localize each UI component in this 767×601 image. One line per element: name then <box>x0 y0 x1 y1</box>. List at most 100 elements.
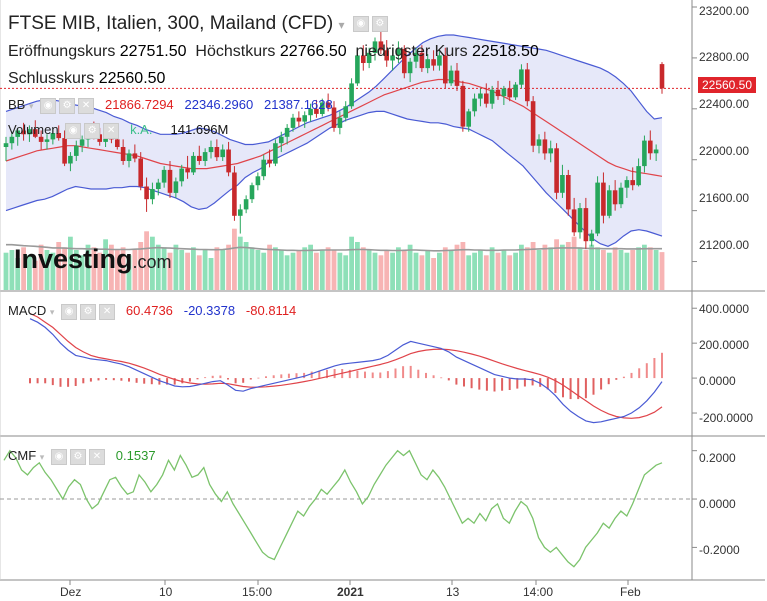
macd-label[interactable]: MACD <box>8 303 47 318</box>
volume-bar <box>3 252 9 290</box>
x-tick-label: 14:00 <box>523 585 554 599</box>
candle-body <box>27 129 32 135</box>
eye-icon[interactable]: ◉ <box>50 448 67 465</box>
chevron-down-icon[interactable]: ▾ <box>49 307 55 317</box>
volume-bar <box>15 258 21 290</box>
macd-histogram-bar <box>227 378 229 380</box>
volume-bar <box>554 239 559 290</box>
candle-body <box>21 130 26 135</box>
volume-bar <box>407 244 413 290</box>
eye-icon[interactable]: ◉ <box>40 97 57 114</box>
open-value: 22751.50 <box>119 43 187 60</box>
candle-body <box>630 180 635 186</box>
close-icon[interactable]: ✕ <box>78 97 95 114</box>
volume-bar <box>390 252 395 290</box>
candle-body <box>425 59 430 69</box>
macd-histogram-bar <box>59 378 62 387</box>
candle-body <box>44 139 50 142</box>
volume-bar <box>32 260 38 290</box>
candle-body <box>173 181 179 193</box>
macd-histogram-bar <box>432 375 435 379</box>
candle-body <box>68 155 73 164</box>
candle-body <box>79 139 85 146</box>
candle-body <box>126 153 132 161</box>
volume-bar <box>536 250 542 290</box>
macd-histogram-bar <box>455 378 458 385</box>
volume-bar <box>21 247 26 290</box>
eye-icon[interactable]: ◉ <box>61 303 78 320</box>
candle-body <box>378 41 384 51</box>
volume-bar <box>589 244 595 290</box>
bb-label[interactable]: BB <box>8 97 26 112</box>
volume-bar <box>624 252 630 290</box>
cmf-label[interactable]: CMF <box>8 448 37 463</box>
volume-bar <box>355 242 360 290</box>
y-tick-label: 22800.00 <box>699 50 750 64</box>
macd-histogram-bar <box>622 376 625 379</box>
candle-body <box>571 209 577 233</box>
x-tick-label: 10 <box>159 585 173 599</box>
chevron-down-icon[interactable]: ▾ <box>338 18 345 32</box>
macd-histogram-bar <box>478 378 481 390</box>
chevron-down-icon[interactable]: ▾ <box>28 101 34 111</box>
volume-label[interactable]: Volumen <box>8 122 59 137</box>
candle-body <box>120 147 126 161</box>
volume-bar <box>630 250 636 290</box>
volume-bar <box>495 252 501 290</box>
macd-histogram-bar <box>386 371 389 379</box>
bb-mid-value: 21866.7294 <box>104 97 174 112</box>
macd-histogram-bar <box>89 378 92 382</box>
candle-body <box>202 152 208 161</box>
macd-histogram-bar <box>204 377 207 379</box>
volume-bar <box>460 242 466 290</box>
candle-body <box>577 208 583 233</box>
macd-histogram-bar <box>562 378 564 398</box>
macd-histogram-bar <box>219 375 222 379</box>
macd-histogram-bar <box>348 369 351 379</box>
close-icon[interactable]: ✕ <box>99 303 116 320</box>
macd-histogram-bar <box>417 369 420 379</box>
macd-histogram-bar <box>249 378 252 380</box>
volume-bar <box>366 250 372 290</box>
macd-histogram-bar <box>501 378 504 391</box>
macd-histogram-bar <box>287 373 290 379</box>
volume-bar <box>489 247 495 290</box>
candle-body <box>191 155 196 173</box>
volume-bar <box>261 252 267 290</box>
chevron-down-icon[interactable]: ▾ <box>39 452 45 462</box>
gear-icon[interactable]: ⚙ <box>59 97 76 114</box>
gear-icon[interactable]: ⚙ <box>84 122 101 139</box>
candle-body <box>167 169 173 193</box>
eye-icon[interactable]: ◉ <box>352 15 369 32</box>
macd-histogram-bar <box>97 378 100 381</box>
macd-histogram-bar <box>584 378 587 399</box>
gear-icon[interactable]: ⚙ <box>371 15 388 32</box>
gear-icon[interactable]: ⚙ <box>69 448 86 465</box>
candle-body <box>9 136 15 144</box>
close-icon[interactable]: ✕ <box>103 122 120 139</box>
volume-bar <box>583 250 589 290</box>
instrument-title[interactable]: FTSE MIB, Italien, 300, Mailand (CFD) <box>8 13 334 34</box>
high-label: Höchstkurs <box>195 43 276 60</box>
close-icon[interactable]: ✕ <box>88 448 105 465</box>
gear-icon[interactable]: ⚙ <box>80 303 97 320</box>
macd-histogram-bar <box>653 358 656 379</box>
eye-icon[interactable]: ◉ <box>65 122 82 139</box>
candle-body <box>62 138 67 164</box>
volume-bar <box>296 250 302 290</box>
volume-bar <box>50 252 56 290</box>
candle-body <box>267 159 272 164</box>
macd-histogram-bar <box>211 375 214 379</box>
volume-bar <box>419 255 425 290</box>
candle-body <box>138 158 143 187</box>
volume-bar <box>109 244 114 290</box>
volume-bar <box>548 247 554 290</box>
volume-bar <box>208 258 214 290</box>
candle-body <box>448 70 454 84</box>
candle-body <box>74 145 79 156</box>
volume-bar <box>214 247 220 290</box>
macd-histogram-bar <box>554 378 557 393</box>
volume-bar <box>255 250 261 290</box>
macd-histogram-bar <box>447 378 450 381</box>
